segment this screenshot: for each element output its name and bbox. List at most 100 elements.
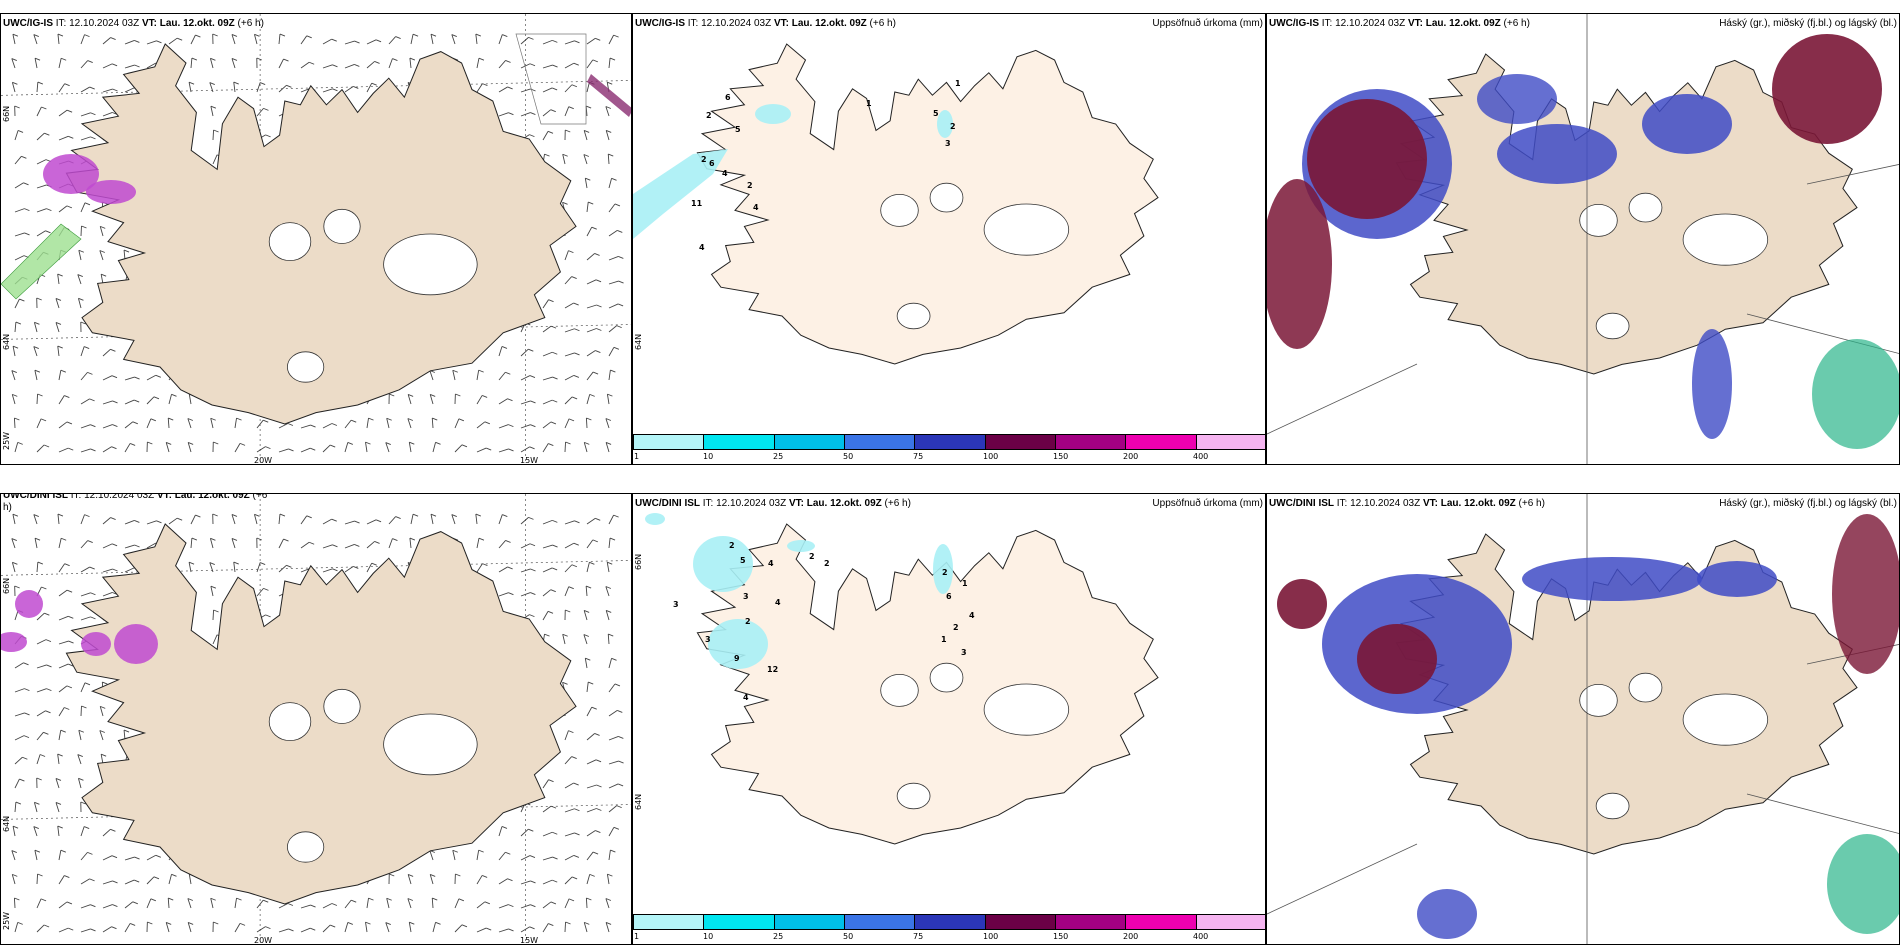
wind-barb-flag [12, 393, 18, 397]
wind-barb-flag [573, 782, 579, 786]
wind-barb [55, 298, 60, 309]
wind-barb-flag [84, 346, 90, 349]
wind-barb [231, 58, 236, 69]
wind-barb-flag [407, 393, 414, 397]
wind-barb-flag [389, 393, 395, 397]
wind-barb [586, 784, 597, 789]
wind-barb [366, 418, 369, 429]
wind-barb [99, 226, 104, 237]
wind-barb [605, 922, 610, 933]
wind-barb-flag [99, 250, 105, 253]
wind-barb [57, 34, 60, 45]
glacier [1628, 672, 1663, 703]
wind-barb [388, 58, 393, 69]
wind-barb [102, 112, 113, 117]
contour-value-label: 5 [735, 125, 741, 134]
wind-barb-flag [550, 109, 556, 113]
wind-barb-flag [78, 249, 85, 253]
wind-barb-flag [568, 586, 574, 590]
wind-barb-flag [21, 155, 27, 159]
glacier [929, 182, 964, 213]
wind-barb [520, 855, 531, 861]
wind-barb [586, 371, 594, 381]
wind-barb [608, 736, 619, 741]
wind-barb [212, 129, 215, 141]
wind-barb [190, 537, 193, 549]
wind-barb [34, 370, 38, 381]
wind-barb [300, 61, 310, 69]
wind-barb [451, 34, 456, 45]
wind-barb [78, 778, 82, 789]
wind-barb [520, 880, 531, 885]
wind-barb-flag [614, 683, 621, 687]
wind-barb [586, 733, 595, 741]
wind-barb [80, 346, 85, 357]
wind-barb-flag [407, 418, 414, 421]
wind-barb [102, 63, 113, 69]
graticule-parallel [1, 560, 631, 576]
wind-barb-flag [34, 801, 40, 805]
wind-barb-flag [12, 873, 18, 877]
wind-barb-flag [374, 541, 380, 544]
colorbar-segment [844, 915, 916, 929]
wind-barb-flag [37, 561, 44, 565]
grid-line [1267, 843, 1418, 915]
wind-barb [146, 418, 152, 429]
wind-barb-flag [12, 81, 18, 85]
wind-barb [124, 399, 135, 405]
wind-barb-flag [134, 64, 140, 68]
wind-barb [80, 34, 85, 45]
wind-barb-flag [574, 832, 580, 836]
wind-barb-flag [78, 297, 84, 301]
wind-barb [77, 274, 82, 285]
wind-barb [102, 592, 113, 597]
contour-value-label: 4 [699, 243, 705, 252]
wind-barb [407, 874, 412, 885]
wind-barb-flag [550, 421, 557, 425]
wind-barb [542, 87, 553, 93]
wind-barb [124, 923, 131, 933]
wind-barb [564, 418, 570, 429]
wind-barb [498, 928, 509, 933]
wind-barb-flag [89, 86, 95, 90]
wind-barb [256, 108, 264, 117]
wind-barb [564, 84, 573, 93]
wind-barb [254, 514, 258, 525]
wind-barb-flag [254, 513, 260, 517]
wind-barb [476, 370, 480, 381]
cloud-mid [1497, 124, 1617, 184]
wind-barb [586, 682, 589, 693]
wind-barb [498, 34, 503, 45]
wind-barb [454, 924, 463, 933]
wind-barb [233, 562, 236, 573]
wind-barb-flag [550, 589, 556, 593]
wind-barb [586, 562, 590, 573]
wind-barb-flag [309, 61, 315, 65]
wind-barb-flag [171, 393, 177, 397]
wind-barb [498, 398, 508, 405]
wind-barb [605, 130, 610, 141]
lat-label-66n: 66N [634, 553, 643, 570]
wind-barb-flag [209, 82, 215, 85]
wind-barb-flag [77, 754, 83, 757]
wind-barb [36, 710, 46, 717]
wind-barb [124, 40, 135, 45]
wind-barb-flag [452, 849, 458, 853]
lat-label-25w: 25W [2, 431, 11, 450]
wind-barb-flag [100, 225, 106, 229]
wind-barb [14, 756, 23, 765]
wind-barb [476, 447, 487, 453]
wind-barb [14, 255, 25, 261]
wind-barb-flag [64, 875, 70, 878]
wind-barb-flag [565, 441, 571, 445]
wind-barb-flag [409, 57, 416, 61]
wind-barb [300, 541, 310, 549]
lon-label-15w: 15W [520, 936, 539, 945]
wind-barb [586, 59, 594, 69]
wind-barb-flag [111, 446, 117, 450]
wind-barb-flag [409, 537, 416, 541]
wind-barb [80, 682, 86, 693]
colorbar-segment [704, 915, 775, 929]
wind-barb-flag [195, 34, 201, 38]
